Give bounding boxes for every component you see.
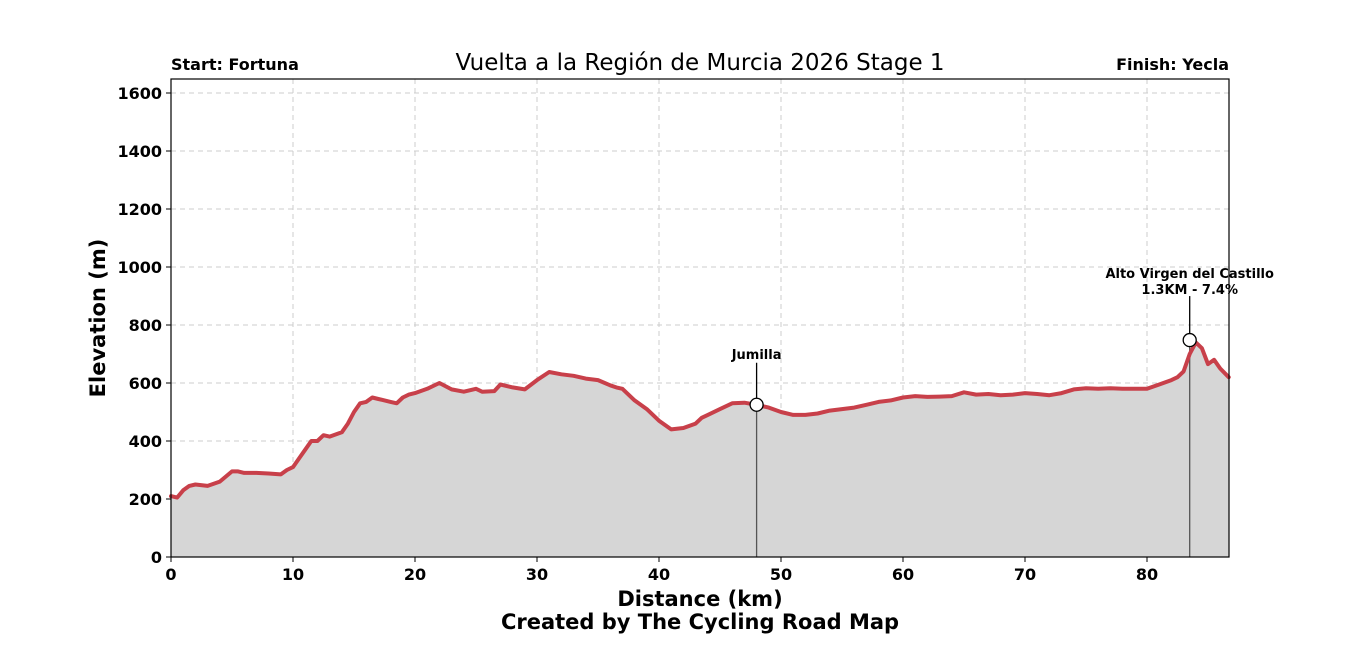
annotation-marker-icon — [1182, 332, 1197, 348]
plot-frame — [170, 78, 1230, 558]
town-label: Jumilla — [731, 348, 782, 363]
x-tick-label: 80 — [1136, 565, 1158, 584]
x-tick-label: 70 — [1014, 565, 1036, 584]
chart-title: Vuelta a la Región de Murcia 2026 Stage … — [455, 50, 944, 76]
elevation-area — [171, 342, 1229, 557]
finish-label: Finish: Yecla — [1116, 55, 1229, 74]
x-tick-label: 0 — [165, 565, 176, 584]
y-tick-label: 200 — [129, 490, 162, 509]
x-axis-label: Distance (km) — [617, 587, 782, 611]
x-tick-label: 50 — [770, 565, 792, 584]
y-tick-label: 600 — [129, 374, 162, 393]
x-tick-label: 60 — [892, 565, 914, 584]
annotation-marker-icon — [749, 397, 764, 412]
y-tick-label: 0 — [151, 548, 162, 567]
y-axis-label: Elevation (m) — [86, 239, 110, 398]
x-tick-label: 10 — [282, 565, 304, 584]
climb-stats: 1.3KM - 7.4% — [1141, 283, 1238, 298]
start-label: Start: Fortuna — [171, 55, 299, 74]
y-axis-ticks: 0 200 400 600 800 1000 1200 1400 1600 — [117, 84, 171, 567]
y-tick-label: 1600 — [117, 84, 162, 103]
x-tick-label: 40 — [648, 565, 670, 584]
y-tick-label: 400 — [129, 432, 162, 451]
climb-label: Alto Virgen del Castillo — [1105, 267, 1274, 282]
x-axis-ticks: 0 10 20 30 40 50 60 70 80 — [165, 557, 1158, 584]
elevation-line — [169, 340, 1231, 500]
y-tick-label: 1000 — [117, 258, 162, 277]
x-tick-label: 20 — [404, 565, 426, 584]
credit-text: Created by The Cycling Road Map — [501, 610, 899, 634]
y-tick-label: 800 — [129, 316, 162, 335]
x-tick-label: 30 — [526, 565, 548, 584]
y-tick-label: 1200 — [117, 200, 162, 219]
y-tick-label: 1400 — [117, 142, 162, 161]
annotation-lines — [755, 340, 1191, 557]
